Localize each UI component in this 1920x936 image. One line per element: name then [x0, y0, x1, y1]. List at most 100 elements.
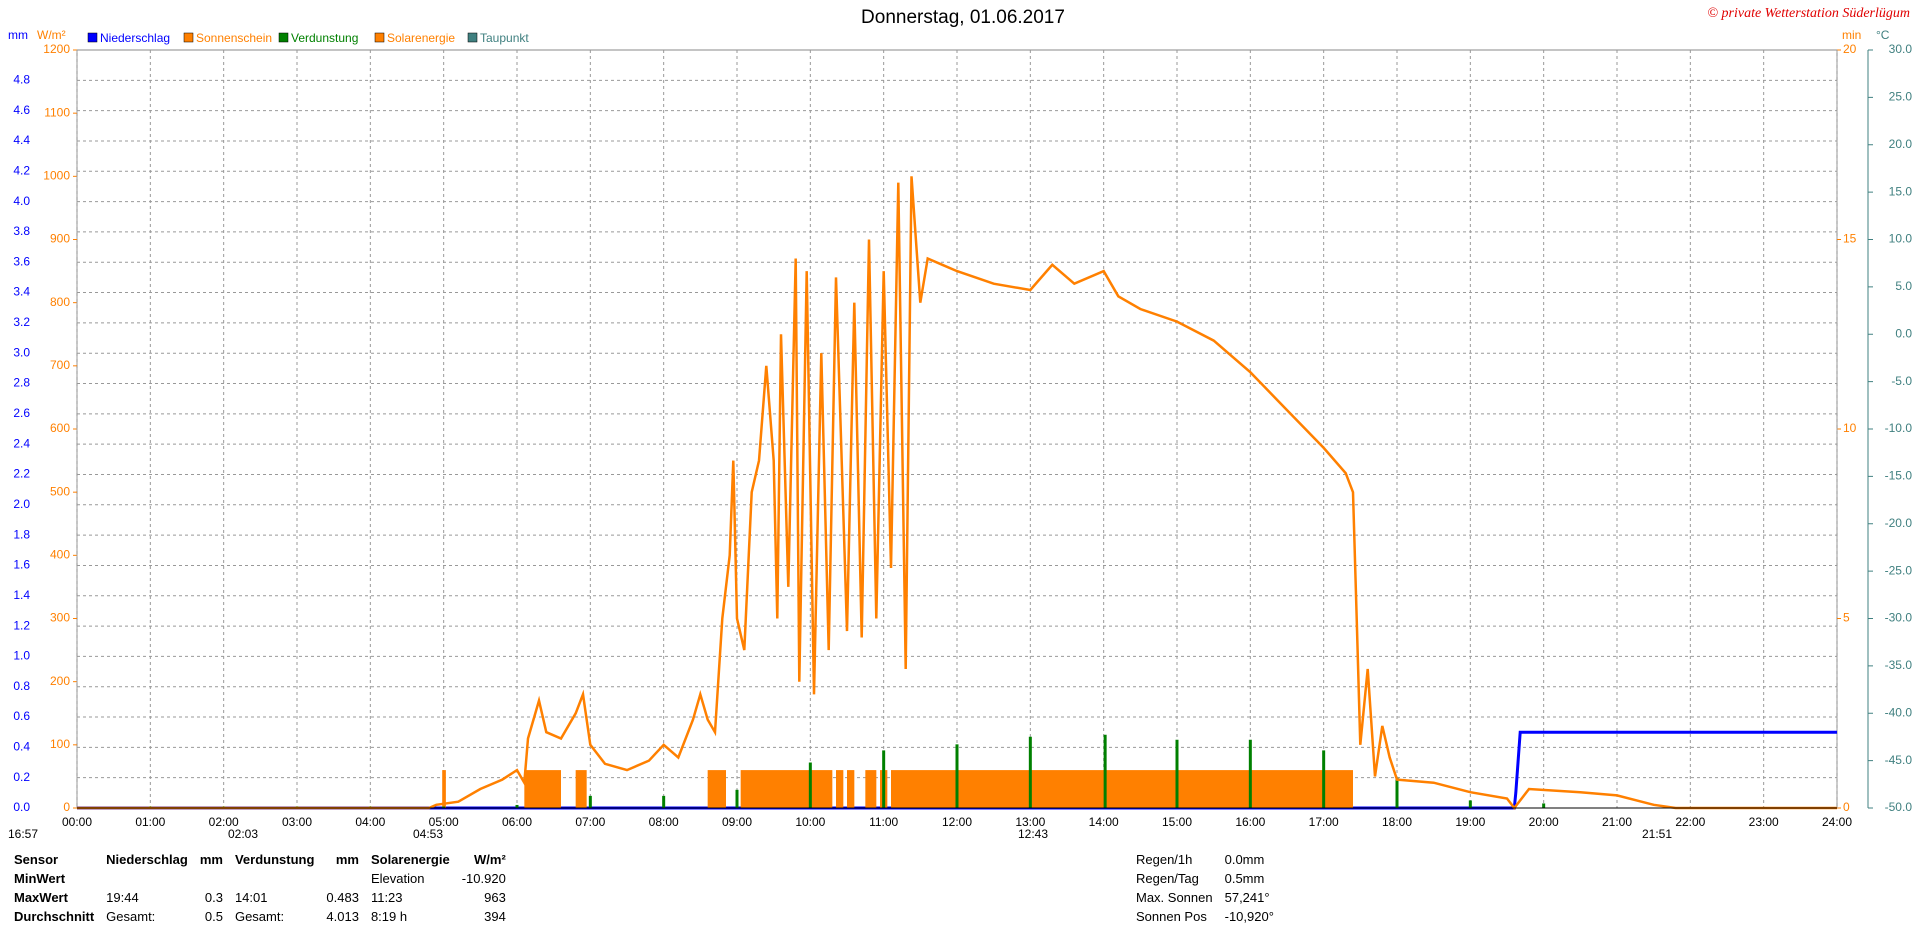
- table-cell: Solarenergie: [370, 852, 450, 867]
- x-tick-label: 12:00: [942, 815, 972, 829]
- sunshine-bar: [836, 770, 844, 808]
- y-tick-label: 2.2: [13, 467, 30, 481]
- y-tick-label: 2.6: [13, 406, 30, 420]
- sunshine-bar: [575, 770, 587, 808]
- y-tick-label: 0.4: [13, 740, 30, 754]
- stat-cell: Regen/Tag: [1136, 871, 1199, 886]
- table-cell: 14:01: [234, 890, 268, 905]
- x-tick-label: 08:00: [649, 815, 679, 829]
- table-cell: 8:19 h: [370, 909, 408, 924]
- stat-row: Regen/Tag 0.5mm: [1130, 869, 1280, 888]
- y-axis-unit: mm: [8, 28, 28, 42]
- legend-swatch: [183, 32, 194, 43]
- sunshine-bar: [707, 770, 726, 808]
- y2-tick-label: 700: [50, 358, 70, 372]
- y-tick-label: 4.4: [13, 133, 30, 147]
- table-cell: mm: [335, 852, 359, 867]
- table-cell: Verdunstung: [234, 852, 315, 867]
- legend-swatch: [278, 32, 289, 43]
- y2-tick-label: 1200: [43, 42, 70, 56]
- y-tick-label: 4.6: [13, 103, 30, 117]
- x-tick-label: 21:00: [1602, 815, 1632, 829]
- sunshine-bar: [865, 770, 877, 808]
- y2-tick-label: 600: [50, 421, 70, 435]
- table-cell: 963: [484, 890, 506, 905]
- y4-tick-label: -10.0: [1885, 421, 1913, 435]
- stats-table: Sensor Niederschlag mm Verdunstung mm Solaren…: [8, 850, 512, 926]
- y2-tick-label: 800: [50, 295, 70, 309]
- y-tick-label: 2.0: [13, 497, 30, 511]
- sunshine-bar: [442, 770, 446, 808]
- y3-tick-label: 0: [1843, 800, 1850, 814]
- y2-axis-unit: W/m²: [37, 28, 66, 42]
- y-tick-label: 3.2: [13, 315, 30, 329]
- x-tick-label: 06:00: [502, 815, 532, 829]
- sun-time: 04:53: [413, 827, 443, 840]
- x-tick-label: 24:00: [1822, 815, 1852, 829]
- sunshine-bar: [891, 770, 1353, 808]
- sun-time: 02:03: [228, 827, 258, 840]
- sun-time: 21:51: [1642, 827, 1672, 840]
- stat-cell: 57,241°: [1224, 890, 1270, 905]
- y-tick-label: 3.4: [13, 285, 30, 299]
- sunshine-bar: [524, 770, 561, 808]
- table-row: Sensor Niederschlag mm Verdunstung mm Solaren…: [8, 850, 512, 869]
- weather-stats: Regen/1h 0.0mm Regen/Tag 0.5mm Max. Sonnen 57…: [1130, 850, 1280, 926]
- y2-tick-label: 500: [50, 484, 70, 498]
- stat-cell: Max. Sonnen: [1136, 890, 1213, 905]
- y2-tick-label: 1100: [44, 105, 70, 119]
- sun-time: 12:43: [1018, 827, 1048, 840]
- x-tick-label: 19:00: [1455, 815, 1485, 829]
- table-cell: Sensor: [14, 852, 59, 867]
- y3-tick-label: 20: [1843, 42, 1857, 56]
- y-tick-label: 0.6: [13, 709, 30, 723]
- x-tick-label: 03:00: [282, 815, 312, 829]
- x-tick-label: 23:00: [1749, 815, 1779, 829]
- x-tick-label: 14:00: [1089, 815, 1119, 829]
- y2-tick-label: 0: [63, 800, 70, 814]
- x-tick-label: 01:00: [135, 815, 165, 829]
- table-cell: -10.920: [461, 871, 506, 886]
- table-row: MinWert Elevation -10.920: [8, 869, 512, 888]
- y-tick-label: 0.0: [13, 800, 30, 814]
- y-tick-label: 4.2: [13, 163, 30, 177]
- y4-tick-label: -45.0: [1885, 753, 1913, 767]
- table-cell: 394: [484, 909, 506, 924]
- x-tick-label: 02:00: [209, 815, 239, 829]
- table-row: MaxWert 19:44 0.3 14:01 0.483 11:23 963: [8, 888, 512, 907]
- copyright: © private Wetterstation Süderlügum: [1707, 6, 1910, 21]
- table-cell: 0.5: [204, 909, 223, 924]
- y-tick-label: 4.8: [13, 72, 30, 86]
- table-cell: 0.483: [326, 890, 359, 905]
- y4-tick-label: 15.0: [1889, 184, 1913, 198]
- x-tick-label: 09:00: [722, 815, 752, 829]
- table-cell: MinWert: [14, 871, 66, 886]
- stat-row: Max. Sonnen 57,241°: [1130, 888, 1280, 907]
- y4-tick-label: 0.0: [1895, 326, 1912, 340]
- y3-axis-unit: min: [1842, 28, 1861, 42]
- y-tick-label: 4.0: [13, 194, 30, 208]
- table-cell: 11:23: [370, 890, 403, 905]
- y-tick-label: 3.0: [13, 345, 30, 359]
- table-cell: [229, 869, 320, 888]
- y-tick-label: 2.4: [13, 436, 30, 450]
- legend-label: Niederschlag: [100, 31, 170, 45]
- y-tick-label: 3.8: [13, 224, 30, 238]
- y3-tick-label: 10: [1843, 421, 1857, 435]
- y-tick-label: 1.2: [13, 618, 30, 632]
- table-cell: [100, 869, 194, 888]
- y-tick-label: 2.8: [13, 376, 30, 390]
- table-cell: Niederschlag: [106, 852, 188, 867]
- legend-label: Sonnenschein: [196, 31, 272, 45]
- y4-tick-label: -40.0: [1885, 705, 1913, 719]
- x-tick-label: 07:00: [575, 815, 605, 829]
- x-tick-label: 05:00: [429, 815, 459, 829]
- y2-tick-label: 200: [50, 674, 70, 688]
- y4-tick-label: 10.0: [1889, 232, 1913, 246]
- legend-swatch: [374, 32, 385, 43]
- table-cell: W/m²: [474, 852, 506, 867]
- x-tick-label: 15:00: [1162, 815, 1192, 829]
- y-tick-label: 1.4: [13, 588, 30, 602]
- table-cell: Elevation: [370, 871, 425, 886]
